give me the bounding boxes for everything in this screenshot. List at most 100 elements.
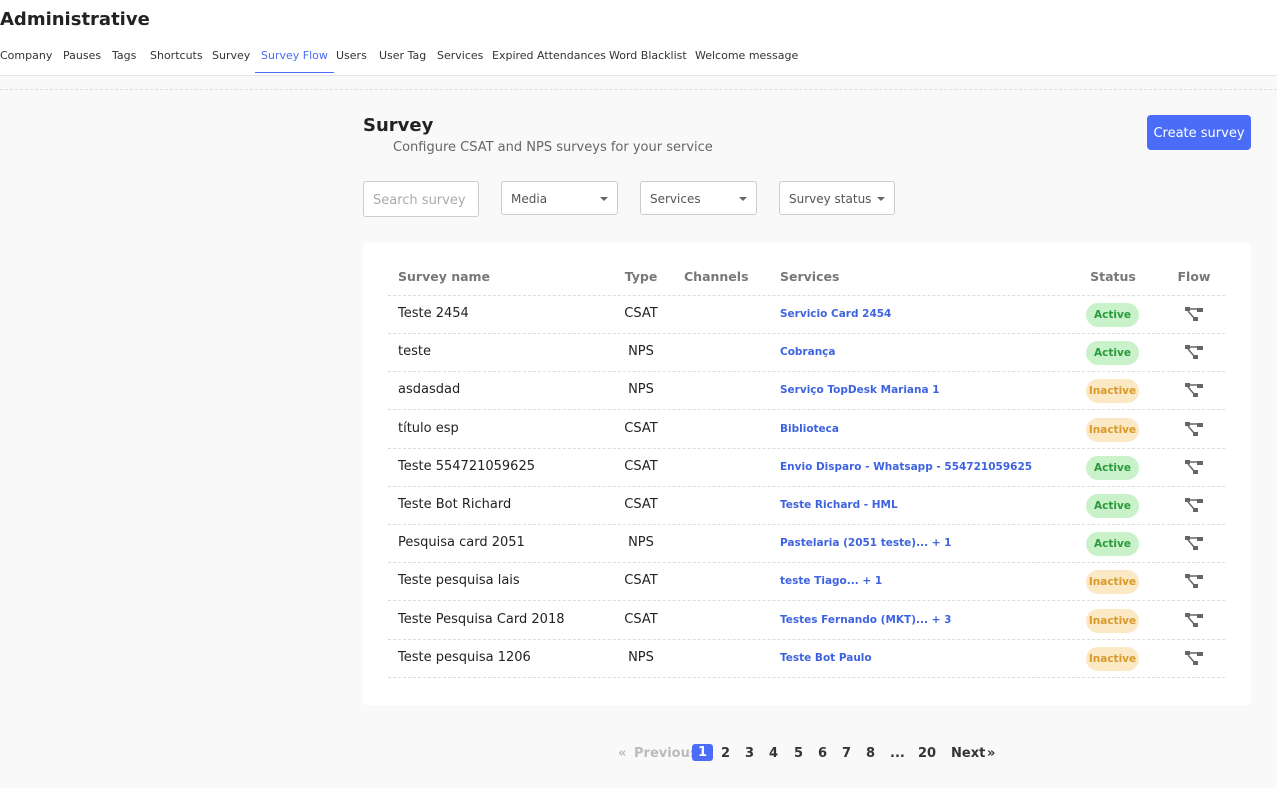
flow-glyph	[1185, 307, 1203, 321]
survey-services[interactable]: Teste Bot Paulo	[780, 651, 872, 664]
row-separator	[388, 447, 1225, 449]
survey-services[interactable]: Cobrança	[780, 346, 836, 359]
filter-select[interactable]: Media	[501, 181, 618, 215]
survey-type: CSAT	[624, 420, 658, 436]
page-prev-icon[interactable]: «	[618, 746, 627, 761]
survey-services[interactable]: Servicio Card 2454	[780, 308, 892, 320]
row-separator	[388, 600, 1225, 602]
survey-type: CSAT	[624, 458, 658, 474]
page-number[interactable]: ...	[890, 746, 905, 761]
page-number[interactable]: 5	[794, 746, 804, 761]
survey-type: CSAT	[624, 573, 658, 589]
survey-type: CSAT	[624, 497, 658, 512]
flow-icon[interactable]	[1185, 421, 1203, 441]
header	[0, 0, 1277, 76]
row-separator	[388, 524, 1225, 525]
nav-tab[interactable]: Word Blacklist	[609, 49, 687, 62]
nav-tab[interactable]: Pauses	[63, 49, 102, 62]
nav-tab[interactable]: Welcome message	[695, 49, 799, 62]
flow-icon[interactable]	[1185, 612, 1203, 632]
nav-tab[interactable]: Survey	[212, 49, 251, 62]
row-separator	[388, 371, 1225, 373]
page-number[interactable]: 1	[692, 744, 714, 761]
status-badge: Active	[1086, 303, 1139, 327]
survey-name[interactable]: Teste 554721059625	[398, 458, 535, 474]
nav-tab[interactable]: Expired Attendances	[492, 49, 606, 62]
survey-services[interactable]: Teste Richard - HML	[780, 499, 898, 511]
page-next-icon[interactable]: »	[987, 746, 996, 761]
survey-services[interactable]: Biblioteca	[780, 422, 839, 435]
status-badge: Active	[1086, 494, 1139, 518]
flow-glyph	[1185, 421, 1203, 436]
create-button[interactable]: Create survey	[1147, 115, 1251, 150]
survey-name[interactable]: Pesquisa card 2051	[398, 535, 525, 551]
row-separator	[388, 333, 1225, 334]
page-number[interactable]: 3	[745, 746, 755, 761]
filter-select[interactable]: Services	[640, 181, 757, 215]
nav-tab[interactable]: Company	[0, 49, 53, 62]
flow-icon[interactable]	[1185, 650, 1203, 670]
flow-glyph	[1185, 574, 1203, 589]
status-badge: Inactive	[1086, 417, 1139, 442]
survey-name[interactable]: teste	[398, 344, 431, 360]
survey-services[interactable]: teste Tiago... + 1	[780, 575, 883, 588]
flow-glyph	[1185, 650, 1203, 665]
page-subtitle: Configure CSAT and NPS surveys for your …	[393, 140, 713, 155]
status-badge: Active	[1086, 532, 1139, 557]
row-separator	[388, 638, 1225, 640]
column-header: Type	[624, 269, 658, 284]
page-number[interactable]: 8	[866, 746, 876, 761]
survey-type: NPS	[628, 344, 654, 360]
row-separator	[388, 485, 1225, 487]
status-badge: Inactive	[1086, 570, 1139, 595]
nav-tab[interactable]: Tags	[112, 49, 137, 62]
nav-tab[interactable]: Shortcuts	[150, 49, 203, 62]
flow-icon[interactable]	[1185, 383, 1203, 402]
page-number[interactable]: 2	[721, 746, 731, 761]
nav-tab[interactable]: Users	[336, 49, 367, 62]
survey-name[interactable]: Teste pesquisa lais	[398, 573, 520, 589]
status-badge: Inactive	[1086, 379, 1139, 404]
nav-tab[interactable]: Services	[437, 49, 484, 62]
column-header: Services	[780, 269, 840, 284]
page-next[interactable]: Next	[951, 746, 986, 761]
row-separator	[388, 409, 1225, 411]
flow-glyph	[1185, 612, 1203, 627]
survey-services[interactable]: Serviço TopDesk Mariana 1	[780, 384, 940, 397]
nav-tab[interactable]: User Tag	[379, 49, 427, 62]
flow-icon[interactable]	[1185, 574, 1203, 593]
survey-name[interactable]: título esp	[398, 420, 459, 436]
nav-tab[interactable]: Survey Flow	[255, 49, 334, 73]
survey-type: NPS	[628, 649, 654, 665]
flow-glyph	[1185, 536, 1203, 551]
survey-name[interactable]: Teste Bot Richard	[398, 497, 512, 512]
page-number[interactable]: 7	[842, 746, 852, 761]
flow-icon[interactable]	[1185, 536, 1203, 555]
survey-type: CSAT	[624, 306, 658, 321]
row-separator	[388, 676, 1225, 678]
survey-name[interactable]: Teste pesquisa 1206	[398, 649, 531, 665]
survey-name[interactable]: Teste Pesquisa Card 2018	[398, 611, 565, 627]
page-number[interactable]: 4	[769, 746, 779, 761]
column-header: Channels	[684, 269, 749, 284]
search-input[interactable]: Search survey	[363, 181, 479, 217]
survey-name[interactable]: asdasdad	[398, 382, 461, 398]
flow-icon[interactable]	[1185, 459, 1203, 479]
survey-type: NPS	[628, 382, 654, 398]
survey-type: CSAT	[624, 611, 658, 627]
flow-icon[interactable]	[1185, 345, 1203, 364]
flow-icon[interactable]	[1185, 498, 1203, 517]
page-number[interactable]: 6	[818, 746, 828, 761]
survey-services[interactable]: Testes Fernando (MKT)... + 3	[780, 613, 952, 626]
survey-services[interactable]: Envio Disparo - Whatsapp - 554721059625	[780, 460, 1033, 473]
filter-select[interactable]: Survey status	[779, 181, 895, 215]
column-header: Survey name	[398, 269, 491, 284]
survey-name[interactable]: Teste 2454	[398, 306, 469, 321]
survey-services[interactable]: Pastelaria (2051 teste)... + 1	[780, 537, 952, 550]
flow-icon[interactable]	[1185, 307, 1203, 326]
page-prev[interactable]: Previous	[634, 746, 698, 761]
column-header: Flow	[1177, 269, 1211, 284]
row-separator	[388, 295, 1225, 296]
status-badge: Active	[1086, 341, 1139, 366]
page-number[interactable]: 20	[918, 746, 937, 761]
